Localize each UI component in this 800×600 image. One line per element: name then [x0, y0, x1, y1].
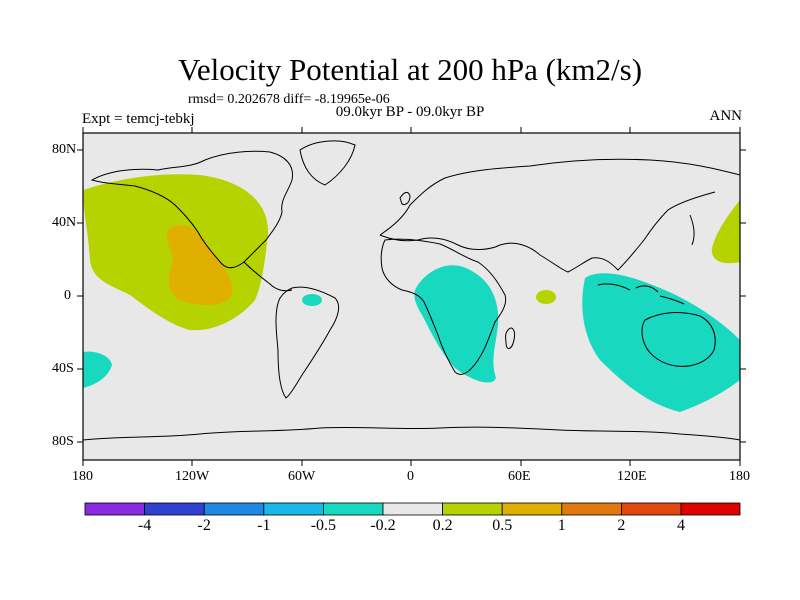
coastline-central-america: [243, 261, 293, 292]
lat-label-80s: 80S: [52, 434, 74, 449]
colorbar-box-2: [144, 502, 205, 516]
colorbar-box-1: [84, 502, 145, 516]
colorbar-box-3: [203, 502, 265, 516]
lon-label-180e: 180: [729, 469, 750, 484]
colorbar-box-7: [442, 502, 503, 516]
lon-label-60e: 60E: [508, 469, 531, 484]
coastline-greenland: [299, 140, 356, 186]
coastline-eurasia: [379, 158, 740, 273]
season-label: ANN: [709, 108, 743, 124]
colorbar: [84, 502, 741, 516]
lon-label-120e: 120E: [617, 469, 647, 484]
coastline-madagascar: [505, 327, 515, 349]
colorbar-box-9: [561, 502, 622, 516]
coastlines: [83, 140, 740, 441]
coastline-maritime-continent: [597, 283, 685, 305]
coastline-japan: [689, 214, 695, 246]
positive-core-pacific: [166, 225, 233, 306]
axis-ticks: [77, 127, 746, 466]
lat-label-40n: 40N: [52, 215, 77, 230]
positive-region-west-pacific: [711, 200, 740, 264]
colorbar-label-1: -4: [137, 517, 152, 534]
lat-label-80n: 80N: [52, 142, 77, 157]
colorbar-label-4: -0.5: [310, 517, 337, 534]
lon-label-60w: 60W: [288, 469, 316, 484]
lon-label-0: 0: [407, 469, 414, 484]
colorbar-label-2: -2: [197, 517, 211, 534]
lat-label-40s: 40S: [52, 361, 74, 376]
colorbar-box-10: [621, 502, 682, 516]
colorbar-label-7: 0.5: [492, 517, 513, 534]
lon-label-180w: 180: [72, 469, 93, 484]
negative-region-australia: [582, 273, 740, 412]
colorbar-label-6: 0.2: [432, 517, 453, 534]
coastline-africa: [380, 238, 507, 375]
coastline-north-america: [90, 150, 294, 269]
rmsd-diff-text: rmsd= 0.202678 diff= -8.19965e-06: [188, 92, 390, 107]
colorbar-box-11: [680, 502, 741, 516]
contour-fields: [83, 174, 740, 412]
colorbar-label-3: -1: [257, 517, 271, 534]
coastline-south-america: [275, 286, 340, 399]
coastline-australia: [641, 312, 716, 367]
lon-label-120w: 120W: [175, 469, 210, 484]
coastline-antarctica: [83, 426, 740, 441]
experiment-label: Expt = temcj-tebkj: [82, 111, 195, 127]
coastline-uk: [399, 191, 411, 205]
colorbar-box-8: [501, 502, 563, 516]
colorbar-label-9: 2: [617, 517, 626, 534]
colorbar-label-8: 1: [557, 517, 566, 534]
positive-region-indian-ocean: [536, 290, 556, 304]
colorbar-box-5: [322, 502, 384, 516]
colorbar-box-4: [263, 502, 324, 516]
negative-region-africa: [414, 265, 499, 383]
colorbar-label-10: 4: [677, 517, 685, 534]
lat-label-0: 0: [64, 288, 71, 303]
colorbar-box-6: [382, 502, 443, 516]
negative-region-south-pacific: [83, 351, 112, 388]
chart-title: Velocity Potential at 200 hPa (km2/s): [177, 52, 643, 87]
period-subtitle: 09.0kyr BP - 09.0kyr BP: [335, 104, 485, 120]
colorbar-label-5: -0.2: [370, 517, 396, 534]
negative-region-amazon: [302, 294, 322, 306]
